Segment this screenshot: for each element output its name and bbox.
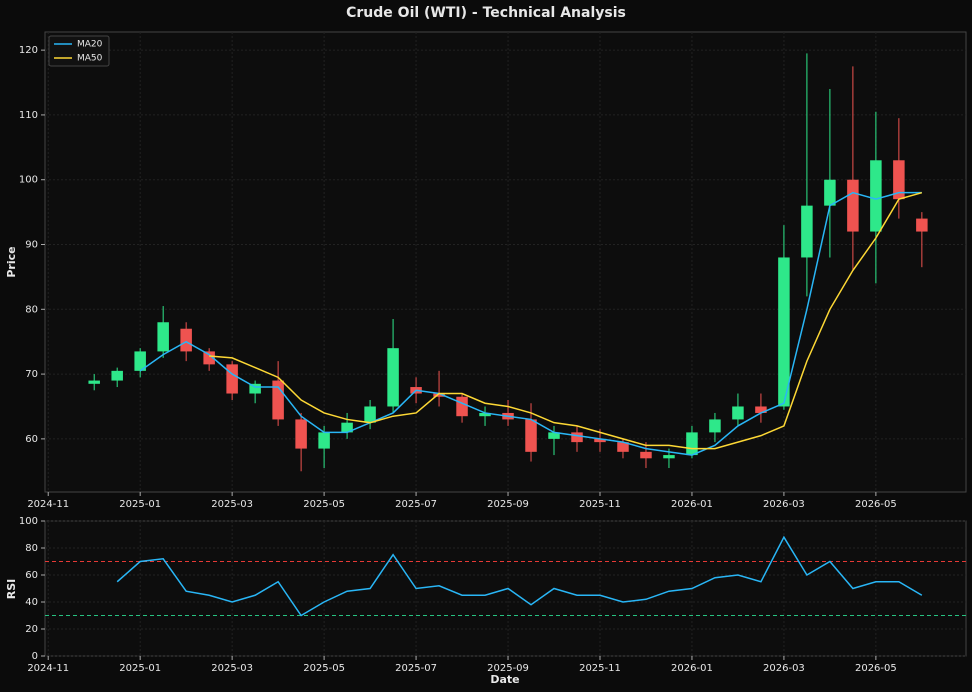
candle-body	[824, 179, 836, 206]
candle-body	[755, 406, 767, 413]
y-axis-label: Price	[5, 246, 18, 277]
candle-body	[571, 432, 583, 443]
y-tick-label: 110	[19, 110, 38, 121]
line	[139, 191, 922, 456]
x-tick-label: 2024-11	[27, 663, 69, 674]
y-tick-label: 70	[25, 369, 38, 380]
candle-body	[134, 351, 146, 371]
line	[209, 191, 923, 450]
candle-body	[433, 393, 445, 397]
x-tick-label: 2025-01	[119, 663, 161, 674]
candle-body	[272, 380, 284, 420]
candle-body	[295, 419, 307, 449]
x-tick-label: 2025-03	[211, 499, 253, 510]
candle-body	[801, 205, 813, 258]
legend-label: MA20	[77, 40, 103, 50]
y-tick-label: 80	[25, 304, 38, 315]
candle-body	[249, 383, 261, 394]
line	[116, 535, 923, 617]
candle-body	[88, 380, 100, 384]
chart-title: Crude Oil (WTI) - Technical Analysis	[346, 5, 626, 21]
legend-label: MA50	[77, 54, 103, 64]
x-tick-label: 2024-11	[27, 499, 69, 510]
x-tick-label: 2026-05	[855, 499, 897, 510]
candle-body	[111, 370, 123, 381]
y-tick-label: 60	[25, 570, 38, 581]
candle-body	[203, 351, 215, 365]
candle-body	[479, 412, 491, 417]
candle-body	[686, 432, 698, 456]
y-tick-label: 100	[19, 516, 38, 527]
candle-body	[226, 364, 238, 394]
x-tick-label: 2025-11	[579, 663, 621, 674]
candle-body	[387, 348, 399, 407]
candle-body	[157, 322, 169, 352]
x-tick-label: 2025-11	[579, 499, 621, 510]
candle-body	[663, 455, 675, 459]
y-tick-label: 120	[19, 45, 38, 56]
y-tick-label: 40	[25, 597, 38, 608]
x-tick-label: 2025-05	[303, 663, 345, 674]
candle-body	[180, 328, 192, 352]
candle-body	[617, 442, 629, 452]
x-tick-label: 2025-07	[395, 499, 437, 510]
y-tick-label: 20	[25, 624, 38, 635]
candle-body	[778, 257, 790, 407]
x-tick-label: 2025-09	[487, 499, 529, 510]
y-tick-label: 80	[25, 543, 38, 554]
x-tick-label: 2025-01	[119, 499, 161, 510]
x-tick-label: 2026-05	[855, 663, 897, 674]
y-tick-label: 100	[19, 175, 38, 186]
candle-body	[916, 218, 928, 232]
y-tick-label: 60	[25, 434, 38, 445]
x-tick-label: 2025-09	[487, 663, 529, 674]
candle-body	[548, 432, 560, 439]
y-tick-label: 0	[32, 651, 38, 662]
candle-body	[709, 419, 721, 433]
y-tick-label: 90	[25, 240, 38, 251]
y-axis-label: RSI	[5, 579, 18, 600]
candle-body	[732, 406, 744, 420]
x-axis-label: Date	[490, 673, 519, 686]
x-tick-label: 2026-03	[763, 499, 805, 510]
candle-body	[870, 160, 882, 232]
candle-body	[341, 422, 353, 433]
x-tick-label: 2025-03	[211, 663, 253, 674]
candle-body	[893, 160, 905, 200]
candle-body	[594, 438, 606, 443]
candle-body	[525, 419, 537, 452]
x-tick-label: 2025-07	[395, 663, 437, 674]
candle-body	[847, 179, 859, 232]
candle-body	[456, 396, 468, 417]
candle-body	[318, 432, 330, 449]
plot-area	[44, 31, 967, 493]
x-tick-label: 2026-01	[671, 499, 713, 510]
x-tick-label: 2025-05	[303, 499, 345, 510]
x-tick-label: 2026-03	[763, 663, 805, 674]
x-tick-label: 2026-01	[671, 663, 713, 674]
candle-body	[364, 406, 376, 423]
candle-body	[640, 451, 652, 459]
